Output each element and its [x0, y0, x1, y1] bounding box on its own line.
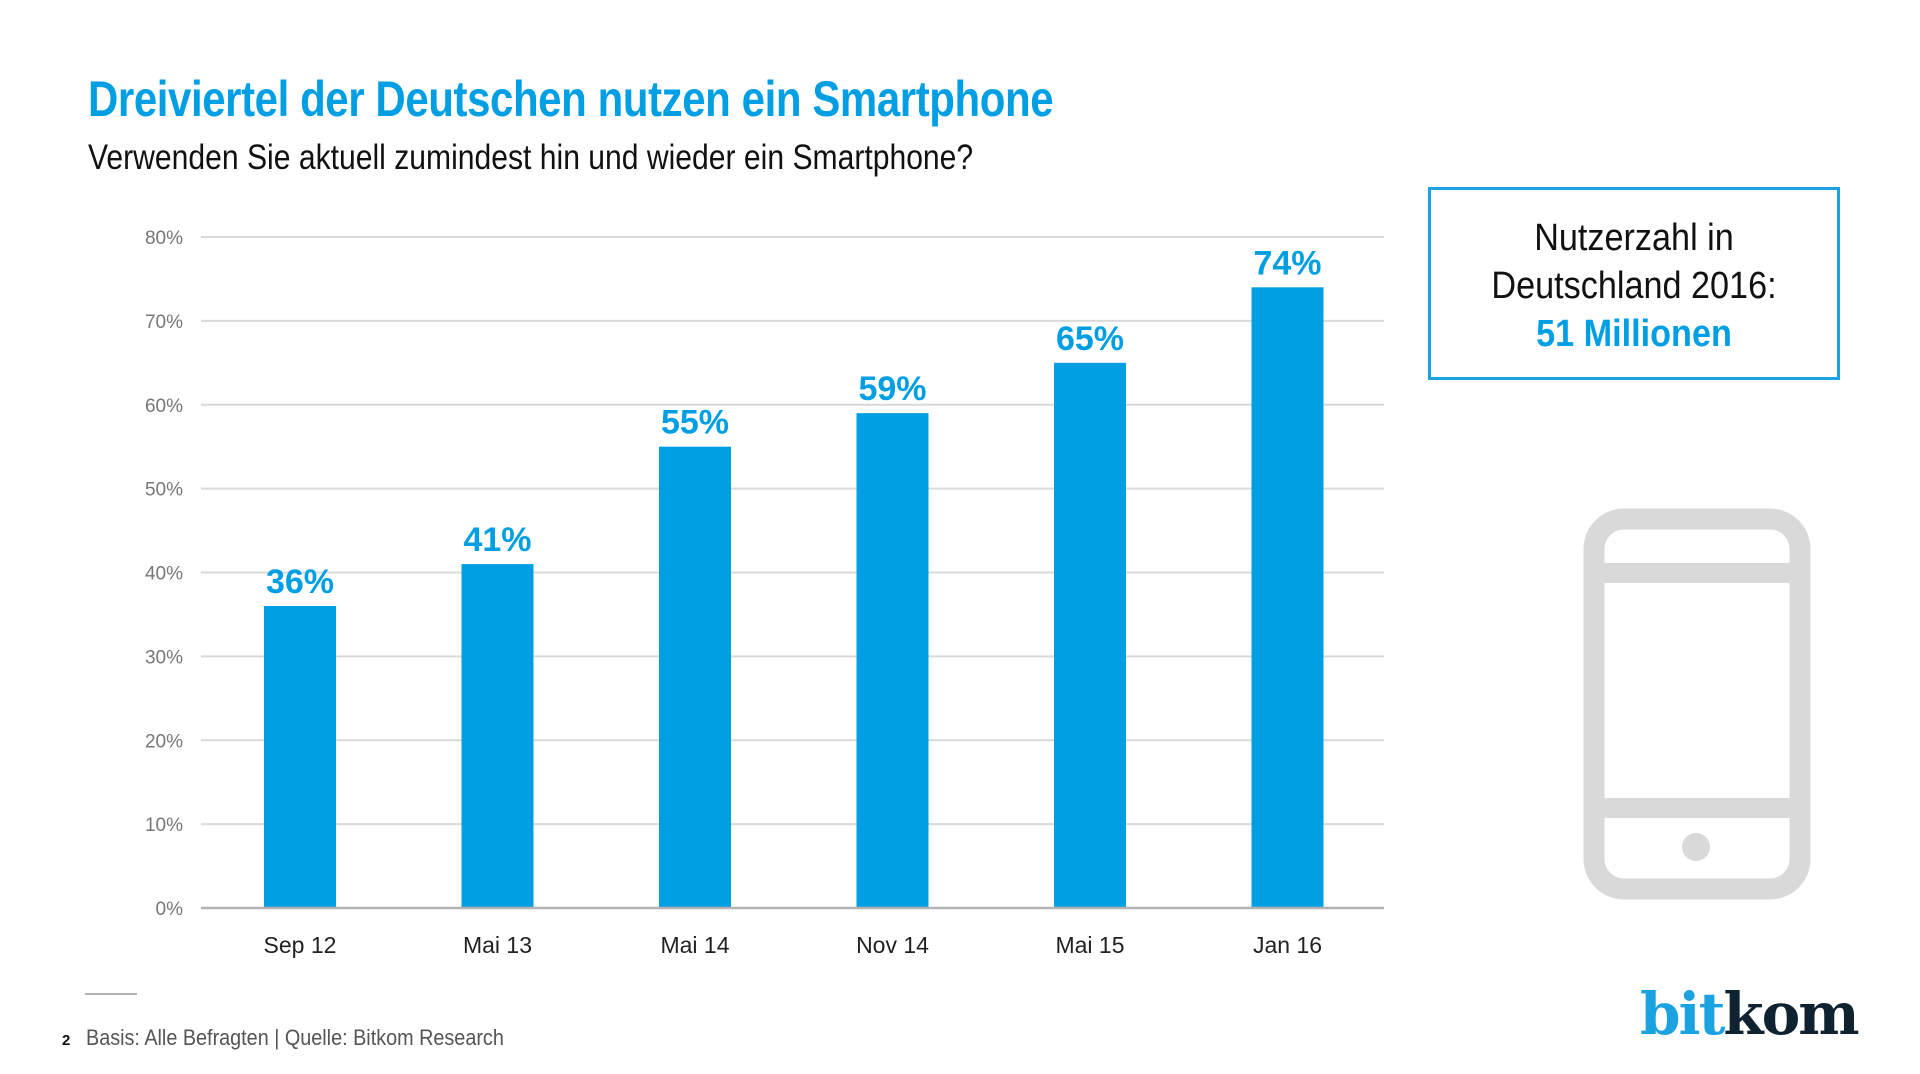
data-label: 36% [266, 563, 334, 601]
x-axis-category-labels: Sep 12 Mai 13 Mai 14 Nov 14 Mai 15 Jan 16 [264, 932, 1322, 958]
bitkom-logo: bitkom [1640, 980, 1860, 1048]
bar-chart: 0% 10% 20% 30% 40% 50% 60% 70% 80% 36% 41% 55% 59% 6… [145, 228, 1384, 958]
bar [461, 564, 534, 908]
bar [1054, 362, 1126, 908]
category-label: Sep 12 [264, 932, 337, 958]
category-label: Mai 14 [660, 932, 729, 958]
footer-divider [85, 993, 137, 995]
data-label: 65% [1056, 320, 1124, 358]
phone-body-outline [1583, 508, 1811, 900]
user-count-box: Nutzerzahl in Deutschland 2016: 51 Milli… [1428, 187, 1840, 380]
data-label: 55% [661, 404, 729, 442]
info-box-line-1: Nutzerzahl in [1534, 217, 1734, 259]
page-subtitle: Verwenden Sie aktuell zumindest hin und … [88, 138, 974, 177]
y-tick-label: 40% [145, 564, 183, 585]
data-label: 41% [463, 521, 531, 559]
y-tick-label: 0% [156, 899, 184, 920]
y-axis-tick-labels: 0% 10% 20% 30% 40% 50% 60% 70% 80% [145, 228, 183, 920]
bar [659, 446, 731, 908]
smartphone-icon [1583, 508, 1811, 900]
y-tick-label: 10% [145, 815, 183, 836]
data-labels: 36% 41% 55% 59% 65% 74% [266, 244, 1322, 601]
page-title: Dreiviertel der Deutschen nutzen ein Sma… [88, 71, 1054, 127]
info-box-value: 51 Millionen [1536, 313, 1732, 355]
bars [264, 287, 1324, 908]
bar [264, 606, 336, 908]
y-tick-label: 80% [145, 228, 183, 249]
phone-top-bezel-divider [1594, 563, 1800, 583]
logo-part-bit: bit [1640, 980, 1725, 1048]
y-tick-label: 70% [145, 312, 183, 333]
category-label: Mai 15 [1055, 932, 1124, 958]
phone-home-button [1682, 833, 1710, 861]
category-label: Jan 16 [1253, 932, 1322, 958]
logo-part-kom: kom [1723, 980, 1859, 1048]
info-box-line-2: Deutschland 2016: [1491, 265, 1777, 307]
y-tick-label: 30% [145, 647, 183, 668]
category-label: Mai 13 [463, 932, 532, 958]
phone-bottom-bezel-divider [1594, 798, 1800, 818]
y-tick-label: 50% [145, 480, 183, 501]
page-number: 2 [62, 1032, 71, 1049]
bar [1251, 287, 1324, 908]
data-label: 74% [1253, 244, 1321, 282]
gridlines [201, 236, 1384, 826]
bar [856, 413, 929, 908]
category-label: Nov 14 [856, 932, 929, 958]
y-tick-label: 60% [145, 396, 183, 417]
source-note: Basis: Alle Befragten | Quelle: Bitkom R… [86, 1025, 504, 1050]
y-tick-label: 20% [145, 731, 183, 752]
data-label: 59% [858, 370, 926, 408]
